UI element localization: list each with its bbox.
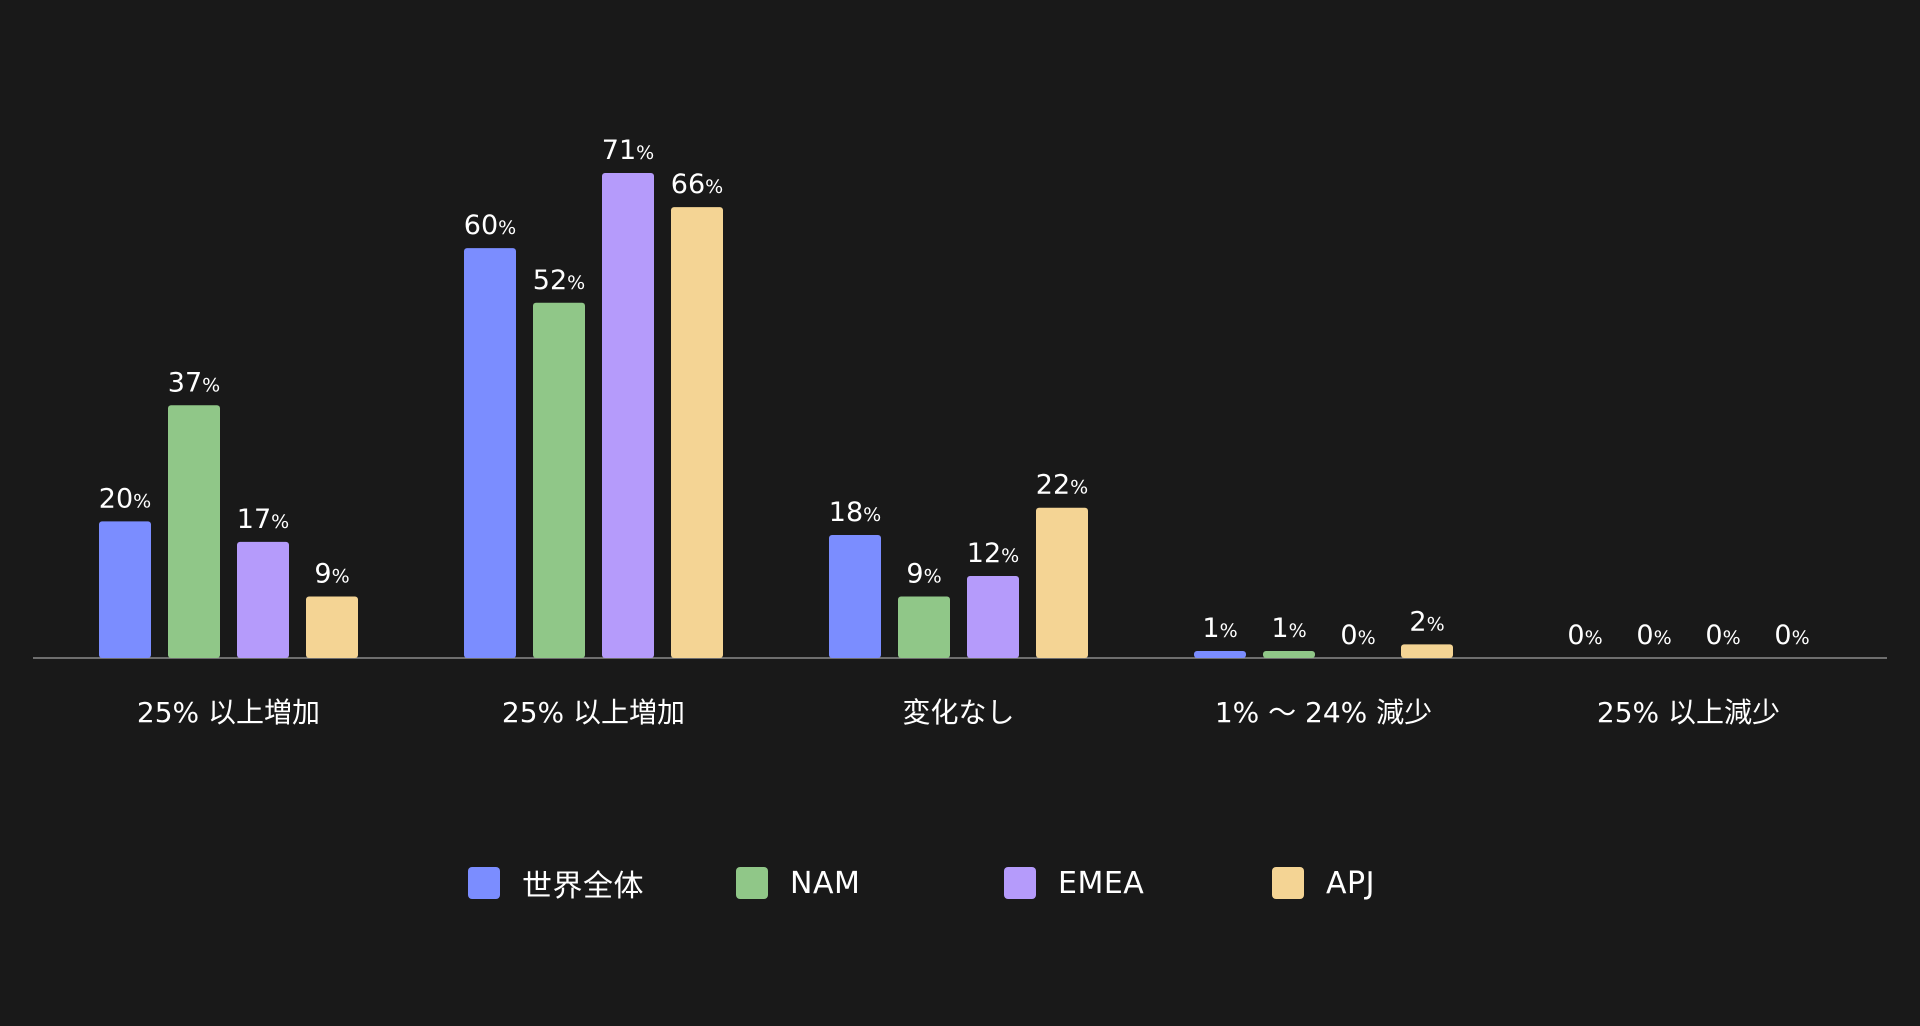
data-label: 18% [829, 497, 881, 528]
data-label: 17% [237, 504, 289, 535]
legend-swatch-apj [1272, 867, 1304, 899]
bar [829, 535, 881, 658]
bar [306, 596, 358, 658]
legend-item-global: 世界全体 [468, 861, 648, 905]
legend-item-nam: NAM [736, 866, 916, 901]
data-label: 0% [1774, 620, 1809, 651]
legend-swatch-global [468, 867, 500, 899]
data-label: 52% [533, 265, 585, 296]
bar [533, 302, 585, 658]
data-label: 0% [1340, 620, 1375, 651]
x-tick-label: 1% 〜 24% 減少 [1215, 696, 1432, 729]
data-label: 37% [168, 367, 220, 398]
data-label: 60% [464, 210, 516, 241]
bar [967, 576, 1019, 658]
x-tick-label: 25% 以上減少 [1597, 696, 1780, 729]
data-label: 9% [314, 559, 349, 590]
x-tick-label: 25% 以上増加 [502, 696, 685, 729]
data-label: 2% [1409, 606, 1444, 637]
bar [1401, 644, 1453, 658]
legend-label-emea: EMEA [1058, 865, 1145, 901]
bar [898, 596, 950, 658]
legend-swatch-emea [1004, 867, 1036, 899]
legend-item-apj: APJ [1272, 866, 1452, 901]
data-label: 66% [671, 169, 723, 200]
legend-swatch-nam [736, 867, 768, 899]
bar [1263, 651, 1315, 658]
legend-label-apj: APJ [1326, 865, 1375, 901]
data-label: 0% [1705, 620, 1740, 651]
data-label: 1% [1271, 613, 1306, 644]
data-label: 0% [1636, 620, 1671, 651]
x-tick-label: 25% 以上増加 [137, 696, 320, 729]
data-label: 12% [967, 538, 1019, 569]
data-label: 20% [99, 483, 151, 514]
legend-label-global: 世界全体 [522, 869, 644, 904]
bar [168, 405, 220, 658]
data-label: 9% [906, 559, 941, 590]
bar [1036, 507, 1088, 658]
legend-label-nam: NAM [790, 865, 861, 901]
bar [99, 521, 151, 658]
bar [464, 248, 516, 658]
data-label: 22% [1036, 470, 1088, 501]
legend: 世界全体 NAM EMEA APJ [0, 858, 1920, 908]
bar [602, 173, 654, 658]
bar [1194, 651, 1246, 658]
bar [671, 207, 723, 659]
legend-item-emea: EMEA [1004, 866, 1184, 901]
bar [237, 541, 289, 658]
data-label: 1% [1202, 613, 1237, 644]
x-tick-label: 変化なし [902, 696, 1014, 729]
data-label: 0% [1567, 620, 1602, 651]
data-label: 71% [602, 135, 654, 166]
